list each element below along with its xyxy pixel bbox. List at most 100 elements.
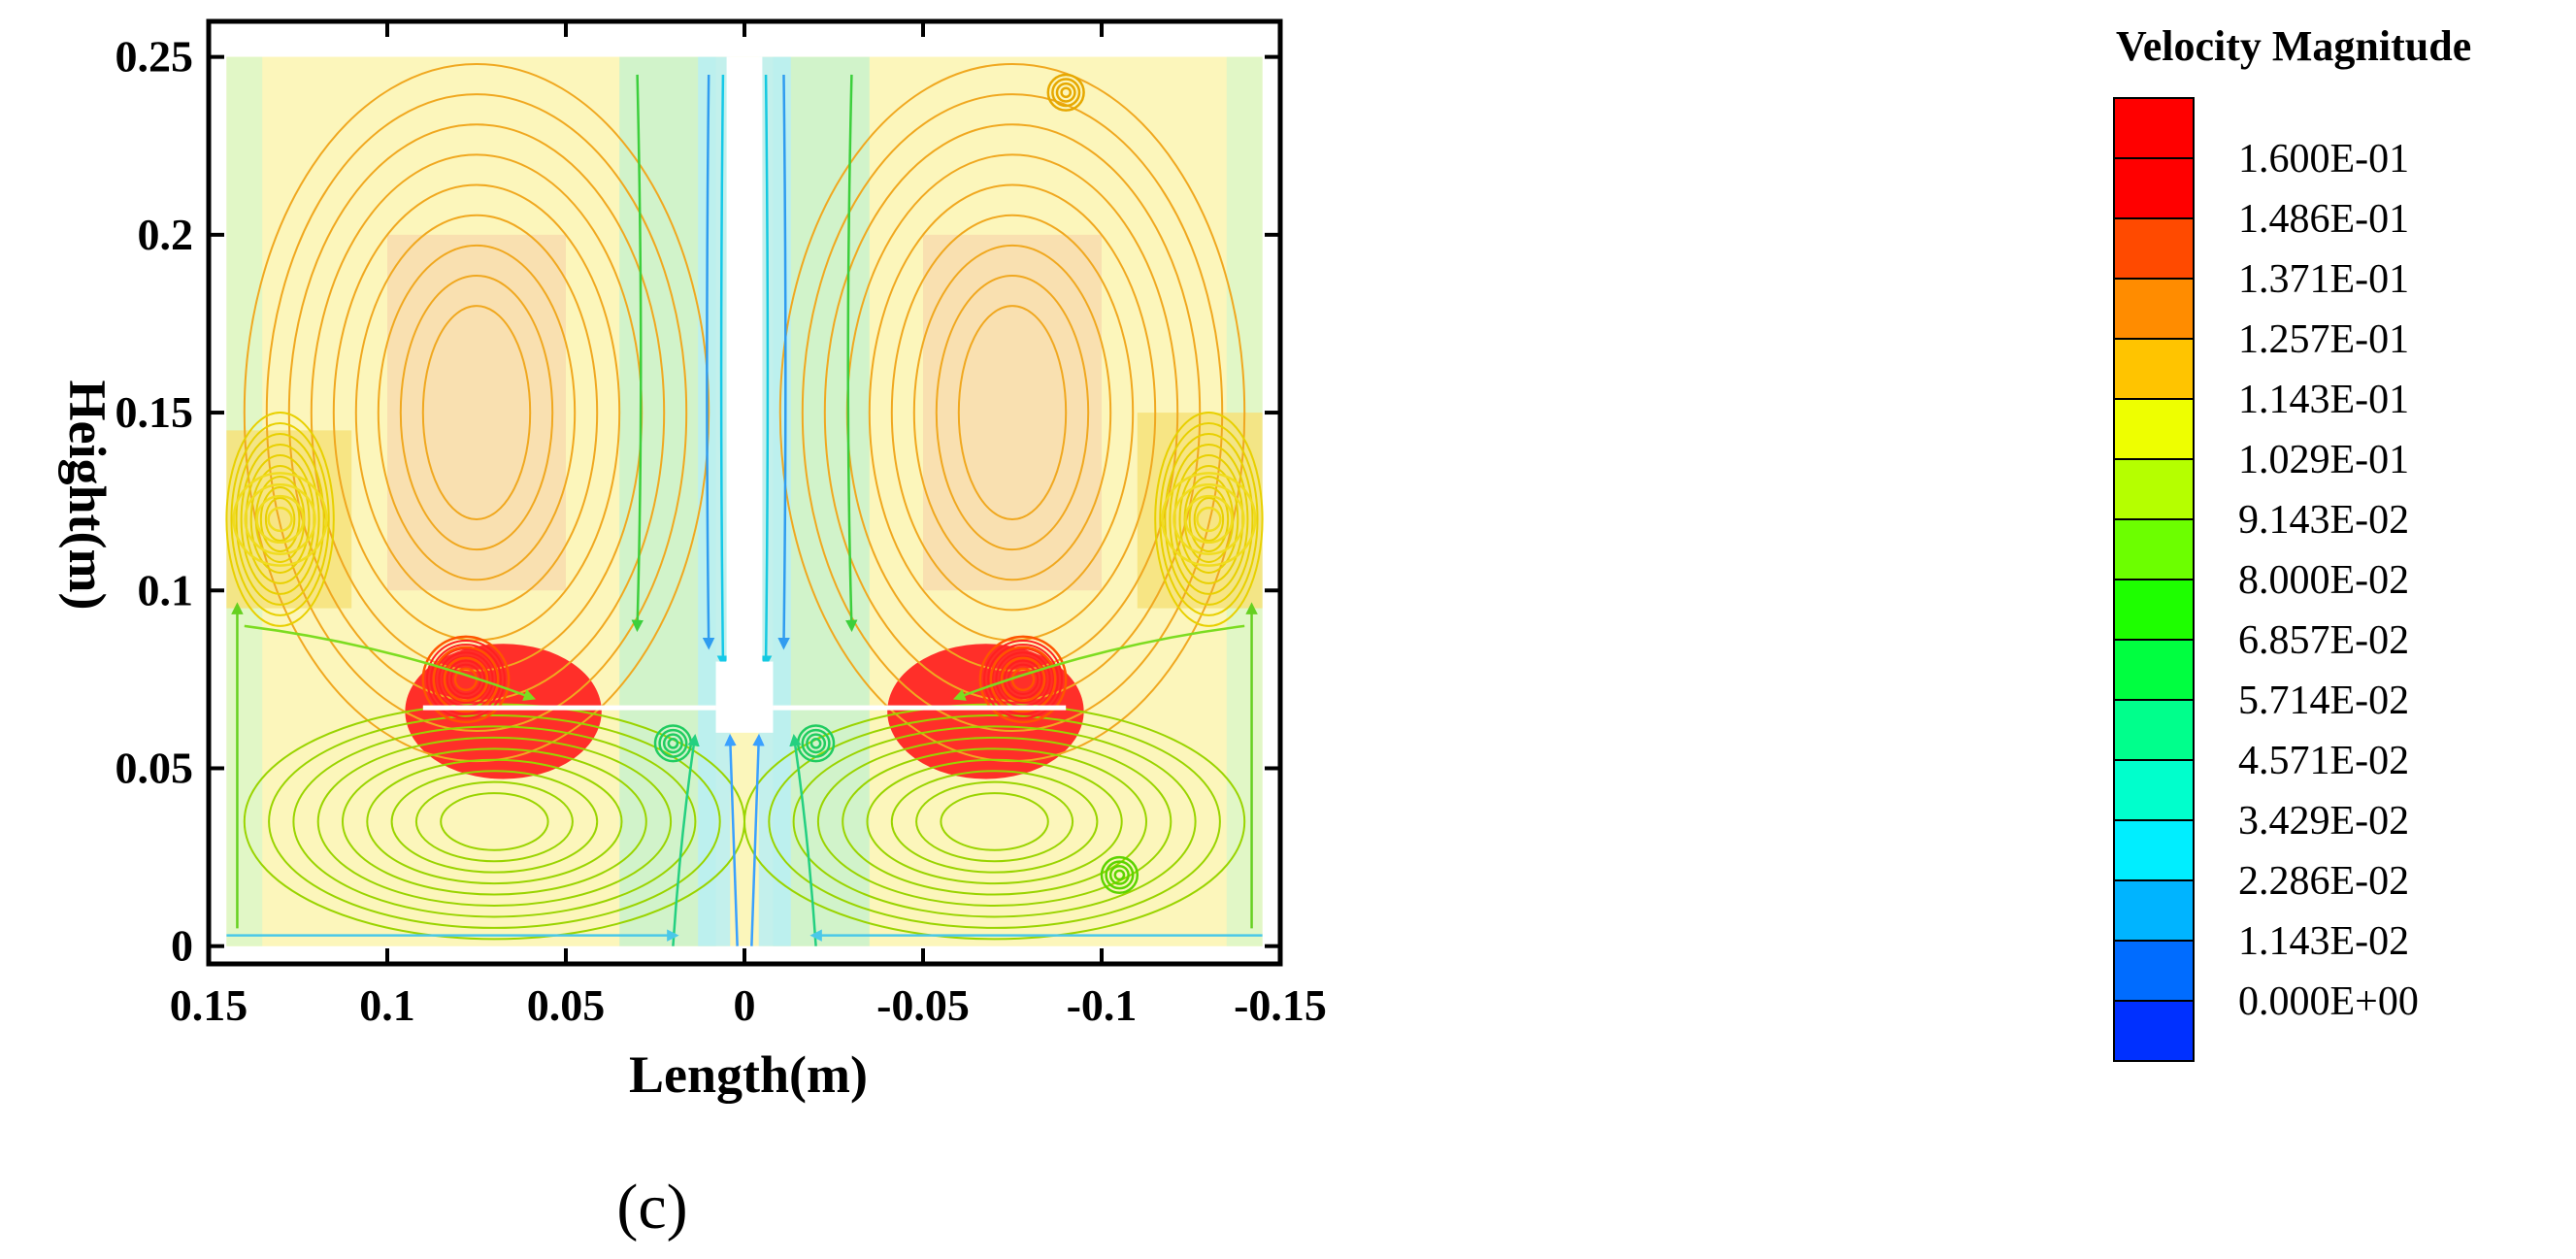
legend-swatch-8 [2113, 639, 2195, 701]
vortex-ring-2-3 [244, 483, 316, 555]
streamline-loop-7-2 [1003, 659, 1043, 700]
x-tick-label: 0 [734, 980, 756, 1030]
y-tick-label: 0.2 [138, 210, 194, 259]
streamline-loop-2-7 [268, 713, 721, 929]
x-tick-label: -0.15 [1234, 980, 1327, 1030]
streamline-loop-4-1 [259, 486, 301, 552]
legend-swatch-top [2113, 97, 2195, 159]
legend-colorbar: 1.600E-01 1.486E-01 1.371E-01 1.257E-01 1.14… [2113, 97, 2419, 1062]
streamline-loop-0-4 [332, 183, 621, 642]
vortex-ring-2-4 [232, 472, 328, 567]
streamline-path-1 [702, 74, 715, 650]
streamline-loop-3-7 [768, 713, 1221, 929]
streamline-loop-5-8 [1154, 412, 1264, 627]
streamline-path-8 [631, 74, 644, 633]
streamline-path-4 [724, 733, 739, 946]
y-tick-label: 0 [171, 921, 193, 971]
legend-swatch-5 [2113, 458, 2195, 520]
streamline-path-11 [952, 624, 1245, 701]
streamline-loop-3-1 [915, 780, 1074, 863]
x-tick-label: -0.05 [876, 980, 970, 1030]
legend-level-label: 1.143E-02 [2238, 919, 2409, 964]
legend-level-label: 4.571E-02 [2238, 739, 2409, 783]
legend-level-label: 9.143E-02 [2238, 498, 2409, 543]
vortex-ring-7-3 [801, 728, 831, 758]
streamline-path-0 [716, 74, 730, 668]
y-axis: 0 0.05 0.1 0.15 0.2 0.25 [116, 32, 1280, 971]
streamline-path-9 [844, 74, 858, 633]
vortex-ring-0-2 [443, 656, 489, 703]
vortex-ring-1-4 [978, 635, 1068, 724]
vortex-ring-2-1 [267, 506, 293, 533]
hub [715, 661, 774, 733]
streamline-loop-2-3 [366, 758, 623, 885]
streamline-path-5 [750, 733, 765, 946]
y-tick-label: 0.1 [138, 565, 194, 614]
x-tick-label: -0.1 [1067, 980, 1138, 1030]
streamline-path-2 [759, 74, 773, 668]
streamline-loop-6-7 [425, 640, 506, 719]
streamline-loop-2-1 [414, 780, 574, 863]
streamline-loop-1-6 [823, 123, 1202, 702]
streamline-loop-7-3 [999, 655, 1047, 704]
streamline-loop-4-3 [249, 465, 311, 574]
y-tick-label: 0.05 [116, 743, 194, 792]
streamline-loop-0-0 [421, 305, 532, 520]
y-tick-label: 0.25 [116, 32, 194, 82]
streamline-loop-1-3 [890, 214, 1135, 612]
legend-level-label: 8.000E-02 [2238, 558, 2409, 603]
legend-swatch-9 [2113, 699, 2195, 761]
x-tick-label: 0.05 [527, 980, 606, 1030]
streamline-loop-2-6 [292, 725, 697, 918]
x-tick-label: 0.15 [170, 980, 248, 1030]
streamline-loop-4-7 [230, 422, 330, 616]
legend-swatch-13 [2113, 940, 2195, 1002]
streamline-loop-5-5 [1169, 444, 1249, 595]
vortex-ring-4-1 [1060, 86, 1073, 99]
streamline-loop-1-4 [868, 183, 1157, 642]
streamline-loop-5-1 [1188, 486, 1230, 552]
streamline-loop-2-2 [390, 770, 599, 874]
vortex-ring-3-3 [1172, 483, 1245, 555]
legend-swatch-11 [2113, 819, 2195, 881]
vortex-ring-4-2 [1055, 82, 1076, 103]
streamline-loop-3-6 [792, 725, 1197, 918]
legend-level-label: 1.600E-01 [2238, 137, 2409, 182]
streamline-loop-3-4 [842, 747, 1147, 896]
legend-swatch-7 [2113, 579, 2195, 641]
vortex-ring-0-4 [421, 635, 511, 724]
streamline-loop-3-5 [816, 736, 1172, 907]
x-axis: 0.15 0.1 0.05 0 -0.05 -0.1 -0.15 [170, 21, 1327, 1030]
field-region-10 [387, 234, 566, 591]
vortex-ring-2-2 [255, 494, 305, 545]
vortex-ring-6-2 [662, 733, 683, 754]
legend-level-label: 1.257E-01 [2238, 317, 2409, 362]
y-axis-label: Height(m) [58, 381, 116, 611]
impeller-geometry [422, 56, 1067, 733]
streamline-loop-4-8 [225, 412, 335, 627]
streamline-loop-2-0 [440, 792, 549, 851]
streamline-loop-4-6 [235, 433, 325, 606]
vortex-ring-5-4 [1100, 855, 1139, 894]
shaft [726, 56, 763, 698]
streamline-loop-7-7 [983, 640, 1064, 719]
vortex-ring-3-4 [1161, 472, 1257, 567]
streamline-loop-6-2 [446, 659, 486, 700]
streamline-loop-0-7 [265, 93, 688, 732]
panel-label: (c) [616, 1172, 687, 1242]
vortex-ring-1-2 [1000, 656, 1046, 703]
legend-swatch-12 [2113, 879, 2195, 942]
streamline-path-3 [777, 74, 790, 650]
streamline-loop-3-0 [940, 792, 1049, 851]
streamline-loop-1-1 [935, 274, 1090, 551]
field-region-4 [698, 56, 731, 946]
legend-level-label: 1.029E-01 [2238, 438, 2409, 482]
legend-level-label: 1.143E-01 [2238, 378, 2409, 422]
legend-level-label: 5.714E-02 [2238, 679, 2409, 723]
vortex-ring-6-3 [658, 728, 688, 758]
vortex-ring-3-1 [1196, 506, 1222, 533]
legend-swatch-0 [2113, 157, 2195, 219]
streamline-loop-0-3 [354, 214, 599, 612]
vortex-ring-5-2 [1108, 864, 1130, 885]
